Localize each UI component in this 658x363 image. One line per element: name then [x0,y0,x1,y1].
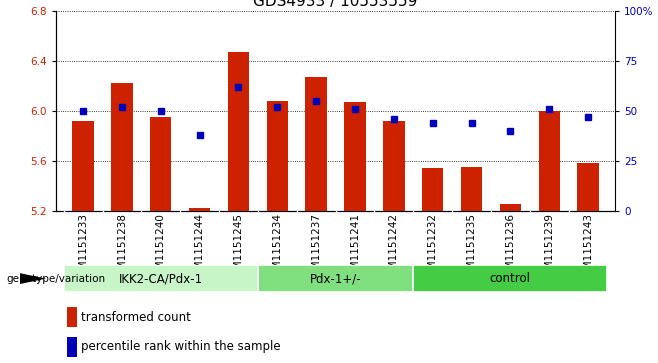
Text: genotype/variation: genotype/variation [7,274,106,284]
Text: GSM1151232: GSM1151232 [428,213,438,283]
Bar [150,117,172,211]
Bar [258,265,413,292]
Text: GSM1151235: GSM1151235 [467,213,476,283]
Bar [577,163,599,211]
Bar [499,204,521,211]
Bar [228,52,249,211]
Bar [72,121,94,211]
Text: GDS4933 / 10553559: GDS4933 / 10553559 [253,0,418,9]
Bar [189,208,211,211]
Text: transformed count: transformed count [81,311,191,324]
Text: GSM1151233: GSM1151233 [78,213,88,283]
Text: control: control [490,272,531,285]
Text: GSM1151239: GSM1151239 [544,213,554,283]
Text: GSM1151234: GSM1151234 [272,213,282,283]
Text: GSM1151238: GSM1151238 [117,213,127,283]
Polygon shape [20,273,46,284]
Text: percentile rank within the sample: percentile rank within the sample [81,340,281,354]
Text: GSM1151245: GSM1151245 [234,213,243,283]
Text: GSM1151240: GSM1151240 [156,213,166,283]
Bar [538,111,560,211]
Bar [111,83,133,211]
Bar [344,102,366,211]
Text: GSM1151242: GSM1151242 [389,213,399,283]
Text: GSM1151244: GSM1151244 [195,213,205,283]
Text: GSM1151243: GSM1151243 [583,213,593,283]
Bar [422,168,443,211]
Bar [461,167,482,211]
Bar [266,101,288,211]
Bar [305,77,327,211]
Text: IKK2-CA/Pdx-1: IKK2-CA/Pdx-1 [118,272,203,285]
Text: GSM1151237: GSM1151237 [311,213,321,283]
Bar [64,265,258,292]
Text: GSM1151236: GSM1151236 [505,213,515,283]
Text: Pdx-1+/-: Pdx-1+/- [310,272,361,285]
Bar [67,337,77,357]
Bar [67,307,77,327]
Text: GSM1151241: GSM1151241 [350,213,360,283]
Bar [383,121,405,211]
Bar [413,265,607,292]
